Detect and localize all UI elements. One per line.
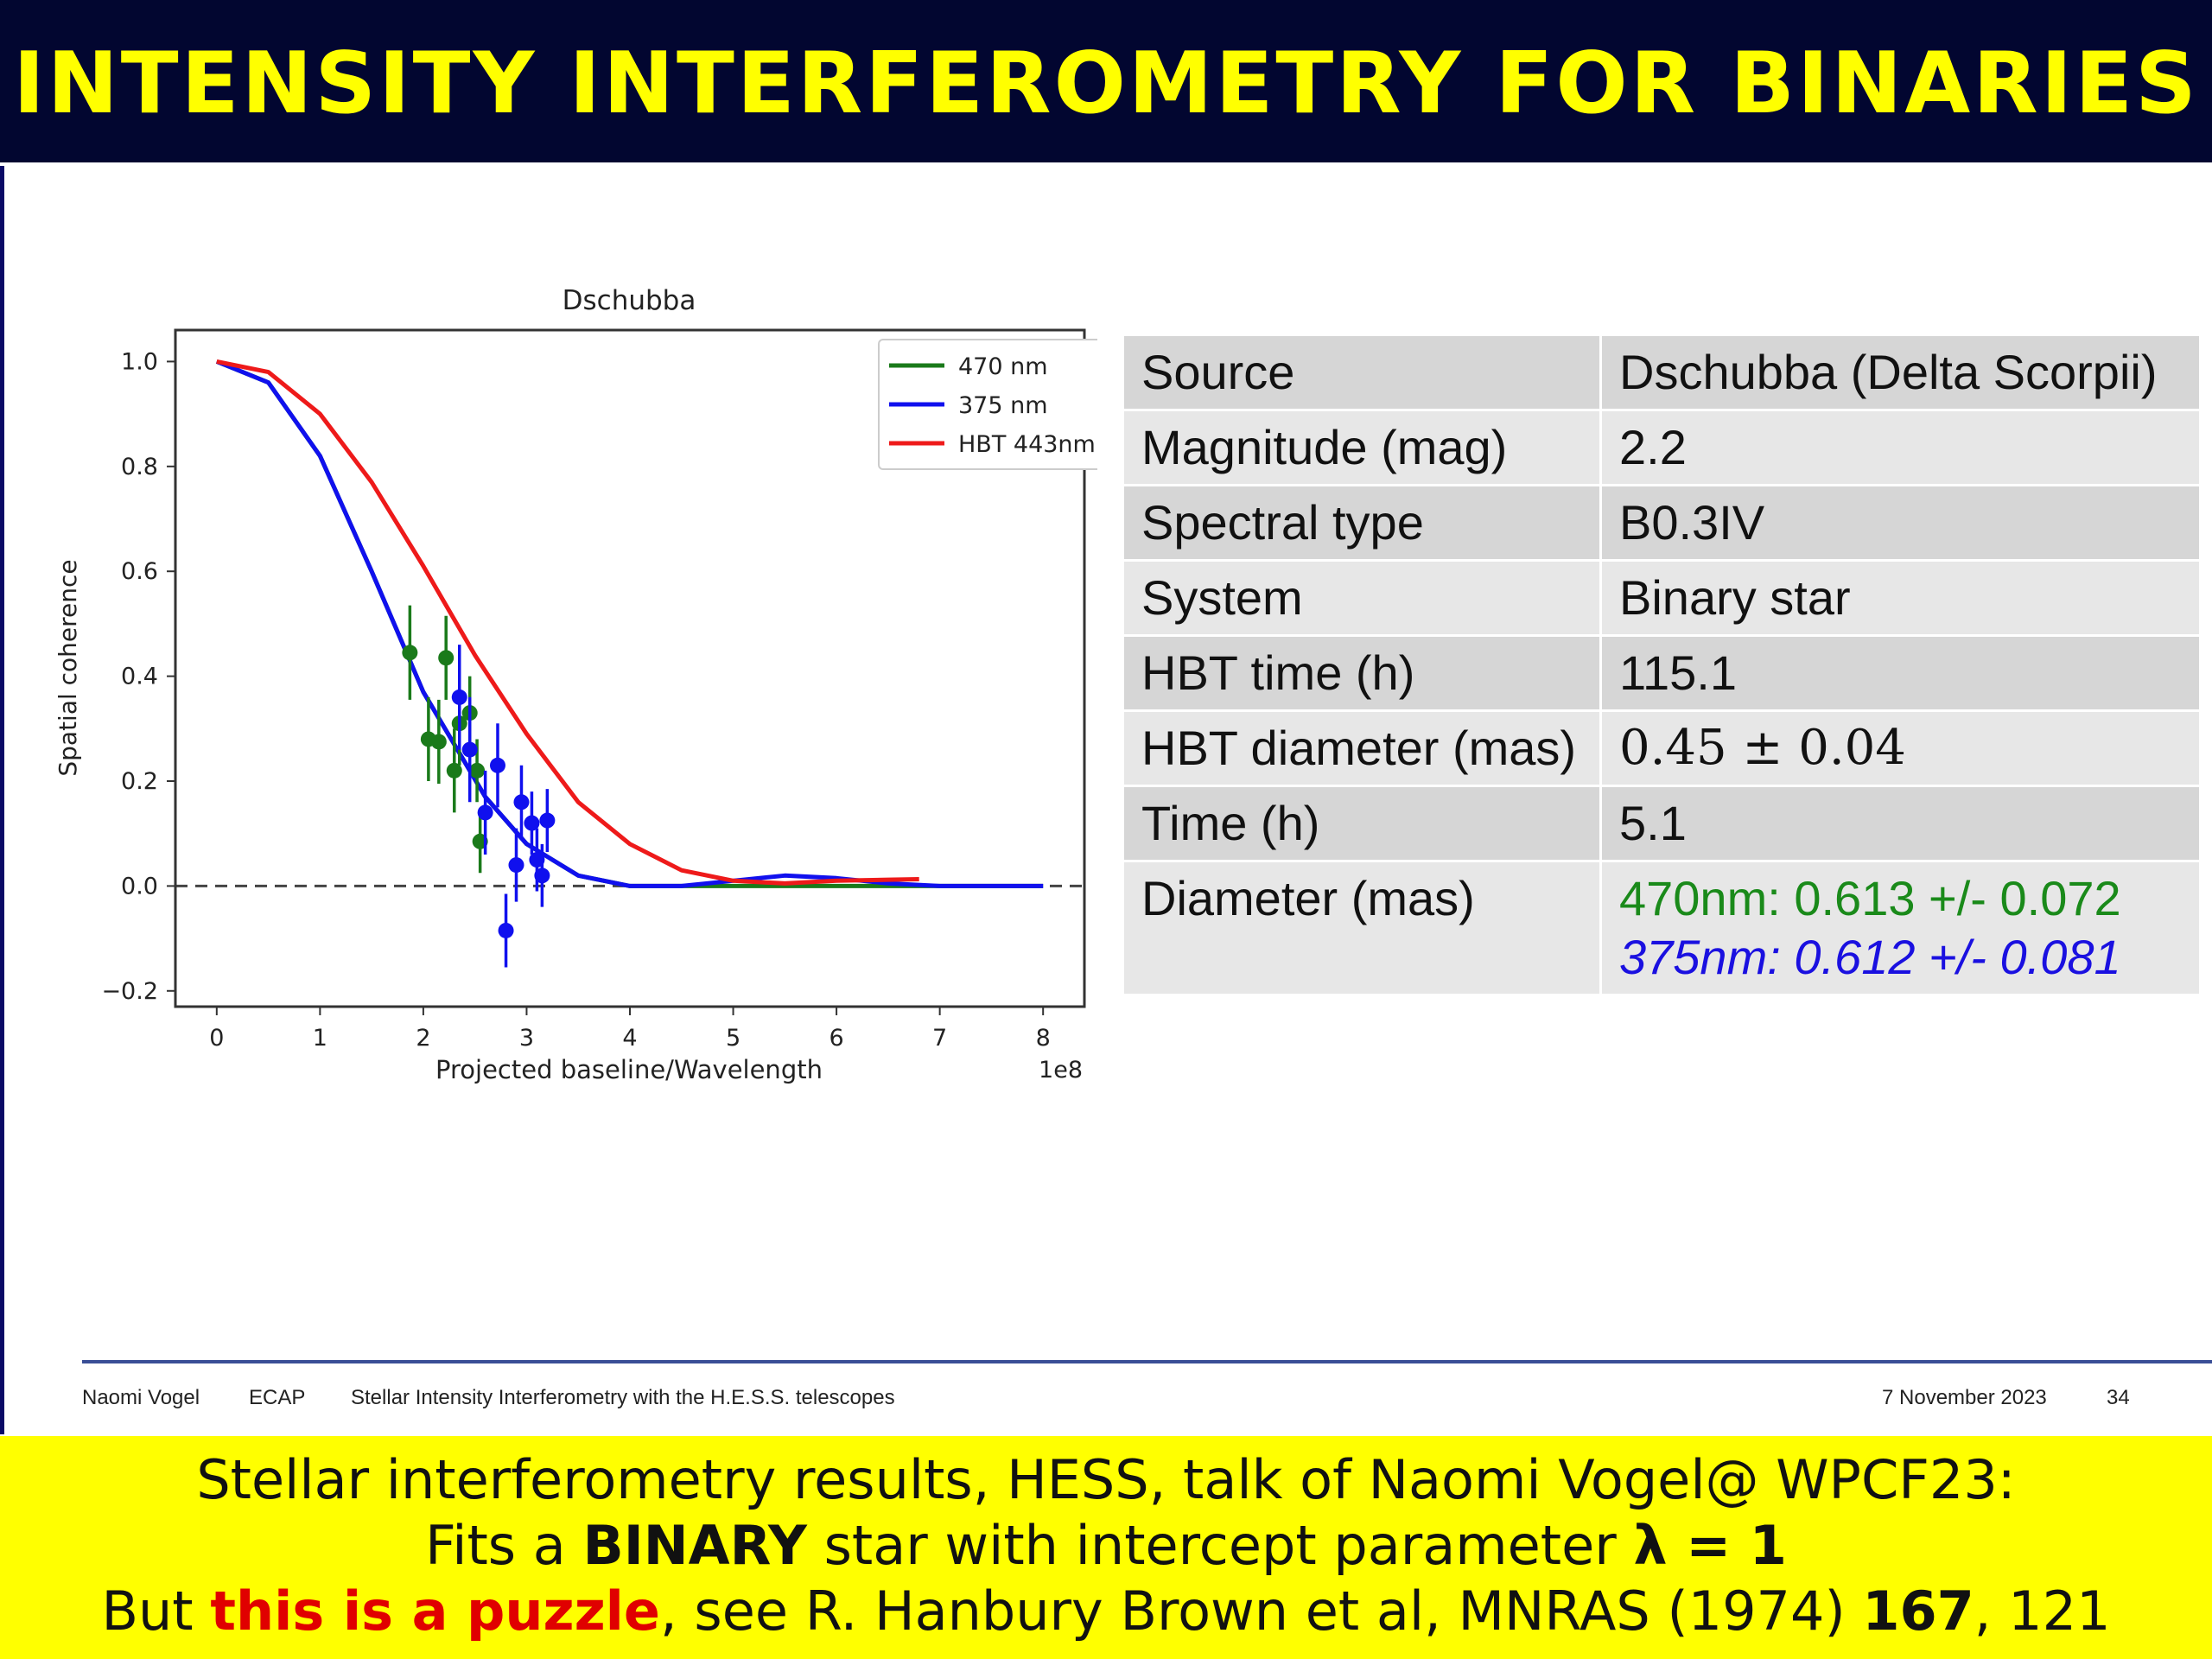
footer-date: 7 November 2023 xyxy=(1882,1386,2047,1409)
footer-divider xyxy=(82,1360,2212,1363)
title-bar: INTENSITY INTERFEROMETRY FOR BINARIES xyxy=(0,0,2212,162)
caption-text: , see R. Hanbury Brown et al, MNRAS (197… xyxy=(660,1580,1863,1643)
data-point xyxy=(438,650,454,666)
data-point xyxy=(402,645,418,661)
data-point xyxy=(498,922,514,938)
data-point xyxy=(451,689,467,705)
x-axis-label: Projected baseline/Wavelength xyxy=(435,1055,823,1084)
footer-institute: ECAP xyxy=(249,1386,306,1409)
row-key: Spectral type xyxy=(1122,484,1602,562)
legend-label: 375 nm xyxy=(958,392,1048,419)
table-row: Diameter (mas) 470nm: 0.613 +/- 0.072 375n… xyxy=(1122,860,2202,996)
footer-talk-title: Stellar Intensity Interferometry with th… xyxy=(351,1386,895,1409)
row-value: 470nm: 0.613 +/- 0.072 375nm: 0.612 +/- 0… xyxy=(1599,860,2202,996)
data-point xyxy=(489,757,505,773)
data-point xyxy=(524,815,540,831)
x-tick-label: 1 xyxy=(313,1025,327,1052)
y-tick-label: 0.0 xyxy=(121,873,158,899)
table-row: Spectral type B0.3IV xyxy=(1122,484,2202,562)
caption-text: But xyxy=(101,1580,211,1643)
y-axis-label: Spatial coherence xyxy=(54,559,82,776)
chart-title: Dschubba xyxy=(563,285,696,316)
puzzle-emphasis: this is a puzzle xyxy=(210,1580,660,1643)
x-tick-label: 7 xyxy=(932,1025,947,1052)
caption-box: Stellar interferometry results, HESS, ta… xyxy=(0,1436,2212,1659)
data-point xyxy=(461,741,478,758)
row-key: HBT time (h) xyxy=(1122,634,1602,712)
row-key: HBT diameter (mas) xyxy=(1122,709,1602,787)
row-value: 5.1 xyxy=(1599,785,2202,862)
legend-box xyxy=(878,339,1097,470)
x-tick-label: 4 xyxy=(622,1025,637,1052)
caption-line-2: Fits a BINARY star with intercept parame… xyxy=(0,1514,2212,1577)
y-tick-label: 0.2 xyxy=(121,768,158,795)
row-key: Magnitude (mag) xyxy=(1122,409,1602,486)
caption-text: star with intercept parameter xyxy=(806,1514,1634,1577)
chart-series xyxy=(175,359,1084,968)
source-info-table: Source Dschubba (Delta Scorpii) Magnitude… xyxy=(1122,334,2202,996)
caption-text: , 121 xyxy=(1974,1580,2111,1643)
table-row: Time (h) 5.1 xyxy=(1122,785,2202,862)
chart-legend: 470 nm 375 nm HBT 443nm xyxy=(878,339,1097,470)
table-row: System Binary star xyxy=(1122,559,2202,637)
x-tick-label: 2 xyxy=(416,1025,430,1052)
data-point xyxy=(469,762,486,779)
diameter-375nm: 375nm: 0.612 +/- 0.081 xyxy=(1619,930,2121,984)
fit-curve-hbt-443nm xyxy=(216,359,919,886)
lambda-value: λ = 1 xyxy=(1633,1514,1787,1577)
x-tick-label: 5 xyxy=(726,1025,741,1052)
table-row: Source Dschubba (Delta Scorpii) xyxy=(1122,334,2202,411)
table-row: Magnitude (mag) 2.2 xyxy=(1122,409,2202,486)
data-point xyxy=(430,734,447,750)
caption-line-3: But this is a puzzle, see R. Hanbury Bro… xyxy=(0,1580,2212,1643)
row-value: Dschubba (Delta Scorpii) xyxy=(1599,334,2202,411)
binary-emphasis: BINARY xyxy=(582,1514,807,1577)
coherence-plot: Dschubba 0 1 2 3 4 5 6 7 8 −0.2 0.0 0.2 0.4 0.6 0.8 1.0… xyxy=(54,285,1097,1084)
x-tick-label: 8 xyxy=(1036,1025,1051,1052)
chart-axes: 0 1 2 3 4 5 6 7 8 −0.2 0.0 0.2 0.4 0.6 0.8 1.0 xyxy=(101,348,1050,1052)
x-tick-label: 0 xyxy=(209,1025,224,1052)
diameter-470nm: 470nm: 0.613 +/- 0.072 xyxy=(1619,871,2121,925)
row-value: 2.2 xyxy=(1599,409,2202,486)
table-row: HBT time (h) 115.1 xyxy=(1122,634,2202,712)
x-tick-label: 6 xyxy=(829,1025,843,1052)
slide-title: INTENSITY INTERFEROMETRY FOR BINARIES xyxy=(13,35,2199,133)
y-tick-label: −0.2 xyxy=(101,978,158,1005)
data-point xyxy=(477,804,493,821)
data-point xyxy=(534,868,550,884)
x-offset-label: 1e8 xyxy=(1039,1057,1083,1084)
y-tick-label: 1.0 xyxy=(121,348,158,375)
y-tick-label: 0.6 xyxy=(121,558,158,585)
data-point xyxy=(446,762,462,779)
y-tick-label: 0.4 xyxy=(121,664,158,690)
data-point xyxy=(539,812,556,829)
footer-page-number: 34 xyxy=(2107,1386,2130,1409)
row-key: System xyxy=(1122,559,1602,637)
plot-frame xyxy=(174,328,1086,1008)
row-key: Source xyxy=(1122,334,1602,411)
data-point xyxy=(513,794,530,810)
caption-line-1: Stellar interferometry results, HESS, ta… xyxy=(196,1448,2016,1511)
legend-label: HBT 443nm xyxy=(958,431,1096,458)
row-value: Binary star xyxy=(1599,559,2202,637)
caption-text: Fits a xyxy=(425,1514,583,1577)
row-key: Time (h) xyxy=(1122,785,1602,862)
y-tick-label: 0.8 xyxy=(121,454,158,480)
footer-author: Naomi Vogel xyxy=(82,1386,200,1409)
legend-label: 470 nm xyxy=(958,353,1048,380)
left-border xyxy=(0,166,4,1434)
x-tick-label: 3 xyxy=(519,1025,534,1052)
volume-number: 167 xyxy=(1862,1580,1974,1643)
row-value: B0.3IV xyxy=(1599,484,2202,562)
data-point xyxy=(508,857,524,874)
row-key: Diameter (mas) xyxy=(1122,860,1602,996)
row-value: 115.1 xyxy=(1599,634,2202,712)
table-row: HBT diameter (mas) 0.45 ± 0.04 xyxy=(1122,709,2202,787)
row-value: 0.45 ± 0.04 xyxy=(1599,709,2202,787)
